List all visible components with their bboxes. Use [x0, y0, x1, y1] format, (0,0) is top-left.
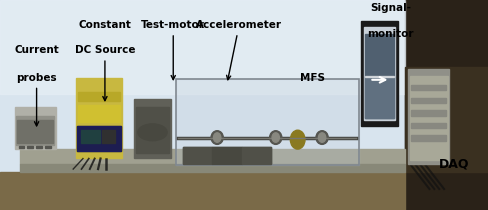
Bar — [20, 164, 405, 172]
Bar — [45, 146, 51, 148]
Bar — [136, 107, 169, 153]
Ellipse shape — [319, 133, 326, 142]
Bar — [411, 98, 446, 103]
Text: Test-motor: Test-motor — [142, 20, 205, 80]
Text: Signal-: Signal- — [370, 3, 411, 13]
Bar — [176, 79, 359, 165]
Text: Accelerometer: Accelerometer — [196, 20, 282, 80]
Text: MFS: MFS — [300, 73, 325, 83]
Bar — [0, 172, 405, 210]
Ellipse shape — [214, 133, 221, 142]
Ellipse shape — [290, 130, 305, 149]
Ellipse shape — [272, 133, 279, 142]
Text: Current: Current — [14, 45, 59, 55]
Ellipse shape — [211, 131, 224, 144]
Bar — [19, 146, 24, 148]
Ellipse shape — [269, 131, 282, 144]
Bar — [364, 27, 395, 120]
Bar — [78, 92, 120, 101]
Text: probes: probes — [16, 73, 57, 126]
Bar — [102, 130, 115, 143]
Bar — [183, 147, 212, 164]
Bar — [411, 123, 446, 128]
Bar — [17, 120, 53, 143]
Text: DAQ: DAQ — [439, 157, 469, 170]
Bar — [20, 149, 405, 164]
Bar — [78, 105, 120, 122]
Bar — [410, 76, 448, 160]
Bar — [365, 34, 394, 118]
Bar — [77, 126, 121, 151]
Bar — [0, 0, 405, 94]
Bar — [0, 0, 405, 172]
Bar — [77, 126, 121, 151]
Bar — [405, 67, 488, 172]
Bar — [183, 147, 271, 164]
Bar — [134, 99, 171, 158]
Bar — [212, 147, 242, 164]
Bar — [27, 146, 33, 148]
Bar — [365, 76, 394, 77]
Bar — [15, 107, 56, 149]
Bar — [176, 79, 359, 165]
Bar — [361, 21, 398, 126]
Ellipse shape — [138, 124, 167, 141]
Bar — [16, 116, 54, 145]
Text: monitor: monitor — [367, 29, 414, 39]
Bar — [81, 130, 100, 143]
Bar — [411, 85, 446, 90]
Bar — [411, 110, 446, 116]
Bar — [242, 147, 271, 164]
Bar — [405, 0, 488, 210]
Ellipse shape — [316, 131, 328, 144]
Text: Constant: Constant — [79, 20, 131, 30]
Bar — [408, 69, 449, 164]
Text: DC Source: DC Source — [75, 45, 135, 101]
Bar — [76, 78, 122, 158]
Bar — [411, 135, 446, 141]
Bar — [365, 77, 394, 118]
Bar — [36, 146, 42, 148]
